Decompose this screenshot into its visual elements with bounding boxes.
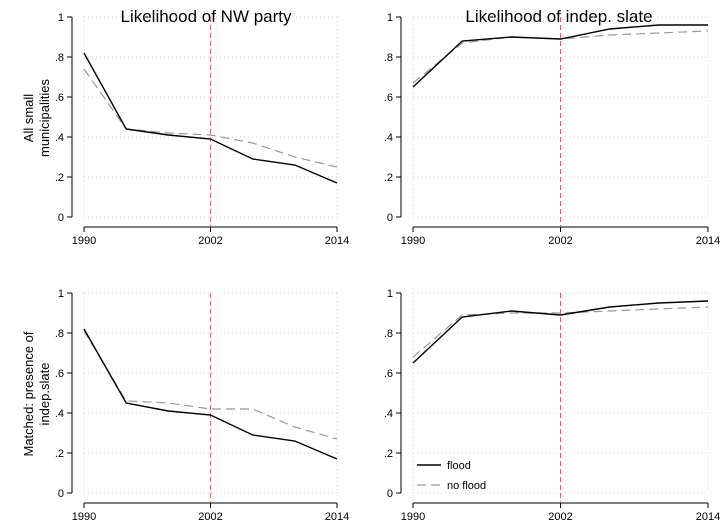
legend-no-flood-label: no flood xyxy=(447,480,486,492)
legend: flood no flood xyxy=(417,460,486,492)
row-label-all-small: All small xyxy=(21,94,36,143)
y-tick-label: 1 xyxy=(387,288,393,300)
y-tick-label: 0 xyxy=(387,212,393,224)
y-tick-label: .4 xyxy=(55,132,64,144)
y-tick-label: .8 xyxy=(55,328,64,340)
y-tick-label: .8 xyxy=(384,52,393,64)
y-tick-label: .4 xyxy=(55,408,64,420)
panel-4: 0 .2 .4 .6 .8 1 1990 2002 2014 xyxy=(384,288,720,523)
y-tick-label: .2 xyxy=(55,172,64,184)
series-flood-line xyxy=(412,24,708,88)
panel-2: 0 .2 .4 .6 .8 1 1990 2002 2014 xyxy=(384,12,720,247)
y-tick-label: .4 xyxy=(384,132,393,144)
series-flood-line xyxy=(83,328,338,460)
y-tick-label: .6 xyxy=(384,92,393,104)
y-tick-label: .6 xyxy=(384,368,393,380)
x-tick-label: 1990 xyxy=(72,235,96,247)
series-flood-line xyxy=(83,52,338,184)
row-label-matched: Matched: presence of xyxy=(21,331,36,456)
col-title-indep-slate: Likelihood of indep. slate xyxy=(465,7,652,26)
row-label-matched-2: indep.slate xyxy=(37,363,52,426)
y-tick-label: .2 xyxy=(384,448,393,460)
x-tick-label: 2014 xyxy=(325,511,349,523)
y-tick-label: .6 xyxy=(55,368,64,380)
y-tick-label: 0 xyxy=(58,212,64,224)
x-tick-label: 1990 xyxy=(72,511,96,523)
x-tick-label: 2002 xyxy=(198,511,222,523)
x-tick-label: 1990 xyxy=(401,235,425,247)
series-no-flood-line xyxy=(83,330,338,440)
x-tick-label: 2002 xyxy=(548,511,572,523)
y-tick-label: .2 xyxy=(55,448,64,460)
y-tick-label: 1 xyxy=(58,288,64,300)
y-tick-label: .6 xyxy=(55,92,64,104)
y-tick-label: 0 xyxy=(58,488,64,500)
x-tick-label: 1990 xyxy=(401,511,425,523)
y-tick-label: .8 xyxy=(55,52,64,64)
series-no-flood-line xyxy=(412,306,709,358)
y-tick-label: .8 xyxy=(384,328,393,340)
x-tick-label: 2002 xyxy=(548,235,572,247)
x-tick-label: 2014 xyxy=(325,235,349,247)
x-tick-label: 2014 xyxy=(696,235,720,247)
panel-3: 0 .2 .4 .6 .8 1 1990 2002 2014 xyxy=(55,288,349,523)
y-tick-label: 1 xyxy=(387,12,393,24)
y-tick-label: .2 xyxy=(384,172,393,184)
legend-flood-label: flood xyxy=(447,460,471,472)
x-tick-label: 2002 xyxy=(198,235,222,247)
y-tick-label: 0 xyxy=(387,488,393,500)
y-tick-label: .4 xyxy=(384,408,393,420)
y-tick-label: 1 xyxy=(58,12,64,24)
panel-1: 0 .2 .4 .6 .8 1 1990 2002 2014 xyxy=(55,12,349,247)
series-flood-line xyxy=(412,300,709,364)
row-label-all-small-2: municipalities xyxy=(37,78,52,157)
x-tick-label: 2014 xyxy=(696,511,720,523)
col-title-nw-party: Likelihood of NW party xyxy=(120,7,292,26)
